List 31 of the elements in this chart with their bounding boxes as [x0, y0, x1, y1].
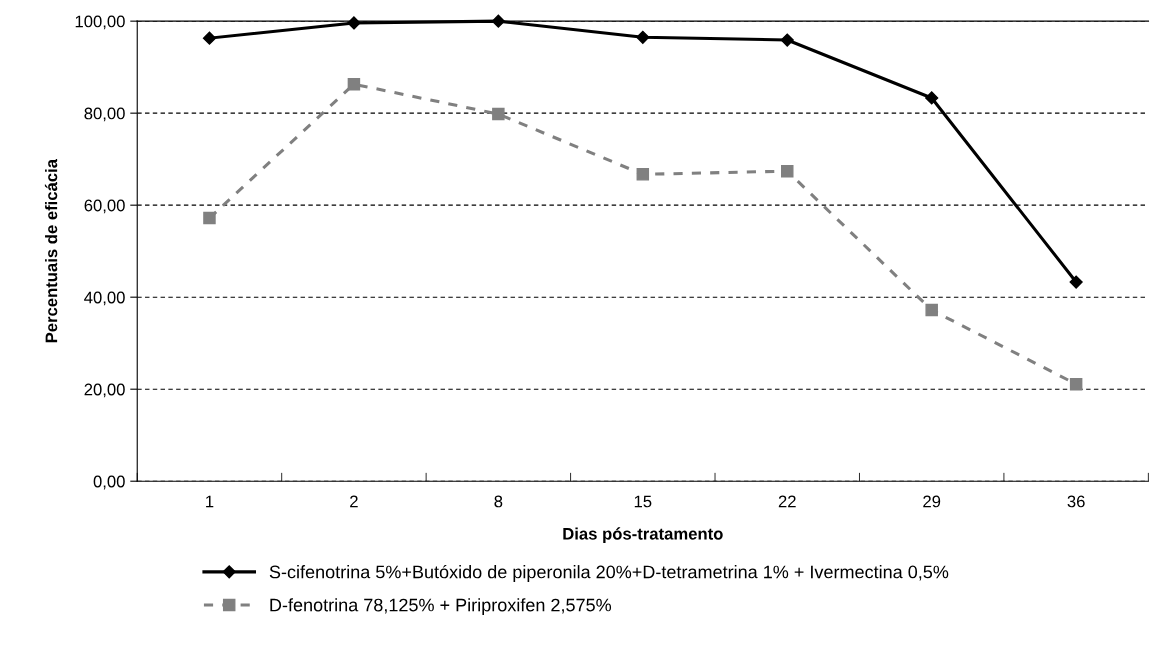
- point: [780, 33, 794, 47]
- y-tick-label: 0,00: [93, 475, 125, 490]
- point: [925, 91, 939, 105]
- point: [780, 164, 794, 178]
- x-tick-label: 1: [206, 495, 214, 508]
- point: [202, 31, 217, 45]
- x-tick-label: 22: [778, 495, 796, 508]
- point: [491, 14, 505, 28]
- point: [636, 30, 650, 44]
- y-tick-label: 40,00: [84, 291, 125, 306]
- y-axis-title: Percentuais de eficácia: [44, 158, 58, 343]
- legend-label: D-fenotrina 78,125% + Piriproxifen 2,575%: [270, 598, 612, 615]
- x-axis-title: Dias pós-tratamento: [563, 527, 723, 543]
- x-tick-label: 8: [494, 495, 503, 508]
- x-tick-label: 29: [923, 495, 941, 508]
- point: [347, 16, 361, 30]
- point: [492, 107, 505, 121]
- legend-label: S-cifenotrina 5%+Butóxido de piperonila 20%+D-tetrametrina 1% + Ivermectina 0,5%: [269, 564, 949, 582]
- point: [1069, 275, 1083, 289]
- x-tick-label: 36: [1067, 495, 1085, 508]
- point: [347, 77, 361, 91]
- x-tick-label: 15: [634, 495, 652, 508]
- point: [1069, 377, 1083, 391]
- y-tick-label: 80,00: [84, 107, 125, 122]
- point: [925, 303, 938, 317]
- y-tick-label: 60,00: [84, 199, 125, 214]
- point: [203, 211, 216, 225]
- x-tick-label: 2: [350, 495, 358, 508]
- y-tick-label: 100,00: [75, 15, 125, 30]
- point: [636, 168, 650, 181]
- y-tick-label: 20,00: [84, 383, 125, 398]
